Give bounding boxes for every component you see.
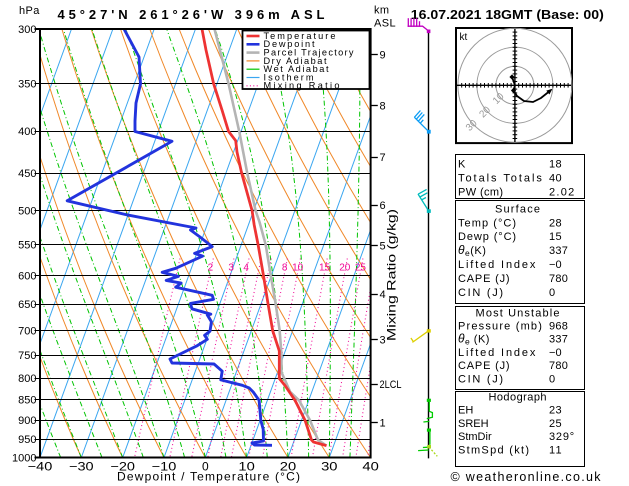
svg-text:4: 4 (243, 263, 249, 274)
svg-text:40: 40 (549, 173, 562, 185)
svg-text:700: 700 (18, 325, 36, 337)
svg-text:CAPE (J): CAPE (J) (458, 360, 510, 372)
svg-text:337: 337 (549, 334, 568, 346)
svg-text:−0: −0 (549, 347, 562, 359)
svg-text:Lifted Index: Lifted Index (458, 347, 536, 359)
svg-text:15: 15 (549, 231, 562, 243)
svg-text:0: 0 (549, 374, 555, 386)
svg-text:11: 11 (549, 445, 562, 457)
svg-text:10: 10 (238, 460, 255, 474)
svg-text:CAPE (J): CAPE (J) (458, 273, 510, 285)
svg-text:Mixing Ratio (g/kg): Mixing Ratio (g/kg) (385, 209, 399, 341)
svg-text:−0: −0 (549, 259, 562, 271)
svg-text:PW (cm): PW (cm) (458, 187, 503, 199)
svg-text:hPa: hPa (19, 5, 40, 17)
svg-text:329°: 329° (549, 431, 574, 443)
svg-text:−30: −30 (69, 460, 94, 474)
svg-text:4: 4 (380, 289, 386, 301)
svg-text:km: km (374, 5, 389, 17)
svg-text:1000: 1000 (12, 452, 36, 464)
svg-text:9: 9 (380, 50, 386, 62)
svg-text:3: 3 (228, 263, 234, 274)
svg-text:θe(K): θe(K) (458, 243, 486, 258)
svg-text:750: 750 (18, 350, 36, 362)
svg-text:θe (K): θe (K) (458, 332, 490, 347)
svg-text:300: 300 (18, 24, 36, 36)
svg-text:−10: −10 (152, 460, 177, 474)
svg-text:Hodograph: Hodograph (488, 392, 546, 404)
svg-text:20: 20 (339, 263, 351, 274)
svg-text:780: 780 (549, 360, 568, 372)
svg-text:16.07.2021 18GMT (Base: 00): 16.07.2021 18GMT (Base: 00) (411, 8, 604, 22)
svg-text:Totals Totals: Totals Totals (458, 173, 542, 185)
svg-text:500: 500 (18, 206, 36, 218)
svg-text:Most Unstable: Most Unstable (476, 308, 560, 320)
svg-text:28: 28 (549, 218, 562, 230)
svg-text:SREH: SREH (458, 418, 489, 430)
svg-text:7: 7 (380, 152, 386, 164)
svg-text:8: 8 (282, 263, 288, 274)
svg-text:450: 450 (18, 168, 36, 180)
svg-text:15: 15 (319, 263, 331, 274)
svg-text:800: 800 (18, 373, 36, 385)
svg-text:ASL: ASL (374, 18, 396, 30)
svg-text:Dewpoint / Temperature (°C): Dewpoint / Temperature (°C) (117, 470, 300, 484)
svg-text:EH: EH (458, 405, 473, 417)
svg-text:0: 0 (202, 460, 209, 474)
svg-text:10: 10 (292, 263, 304, 274)
svg-text:650: 650 (18, 299, 36, 311)
svg-text:6: 6 (380, 200, 386, 212)
svg-text:Pressure (mb): Pressure (mb) (458, 321, 542, 333)
svg-text:950: 950 (18, 434, 36, 446)
svg-text:18: 18 (549, 159, 562, 171)
svg-text:2LCL: 2LCL (380, 379, 402, 391)
svg-text:Dry Adiabat: Dry Adiabat (264, 56, 327, 66)
svg-text:Dewp (°C): Dewp (°C) (458, 231, 516, 243)
svg-text:−20: −20 (110, 460, 135, 474)
svg-text:Mixing Ratio: Mixing Ratio (264, 81, 340, 91)
svg-text:20: 20 (280, 460, 297, 474)
svg-text:780: 780 (549, 273, 568, 285)
svg-text:Dewpoint: Dewpoint (264, 39, 315, 49)
svg-text:Wet Adiabat: Wet Adiabat (264, 64, 329, 74)
svg-text:400: 400 (18, 126, 36, 138)
svg-text:K: K (458, 159, 466, 171)
svg-text:550: 550 (18, 240, 36, 252)
svg-text:25: 25 (355, 263, 367, 274)
svg-text:600: 600 (18, 271, 36, 283)
svg-text:−40: −40 (28, 460, 53, 474)
svg-text:350: 350 (18, 79, 36, 91)
svg-text:850: 850 (18, 395, 36, 407)
svg-text:3: 3 (380, 335, 386, 347)
svg-text:StmSpd (kt): StmSpd (kt) (458, 445, 529, 457)
svg-text:40: 40 (362, 460, 379, 474)
svg-text:968: 968 (549, 321, 568, 333)
svg-text:2: 2 (208, 263, 214, 274)
svg-text:900: 900 (18, 415, 36, 427)
svg-text:5: 5 (380, 241, 386, 253)
svg-text:Temp (°C): Temp (°C) (458, 218, 516, 230)
svg-text:StmDir: StmDir (458, 431, 492, 443)
svg-text:337: 337 (549, 245, 568, 257)
svg-text:30: 30 (321, 460, 338, 474)
svg-text:25: 25 (549, 418, 562, 430)
svg-text:Isotherm: Isotherm (264, 72, 314, 82)
svg-text:8: 8 (380, 101, 386, 113)
svg-text:kt: kt (460, 32, 468, 43)
svg-text:Lifted Index: Lifted Index (458, 259, 536, 271)
svg-text:Parcel Trajectory: Parcel Trajectory (264, 48, 354, 58)
svg-text:© weatheronline.co.uk: © weatheronline.co.uk (451, 470, 602, 484)
svg-text:23: 23 (549, 405, 562, 417)
svg-text:1: 1 (380, 418, 386, 430)
svg-text:2.02: 2.02 (549, 187, 574, 199)
svg-text:0: 0 (549, 287, 555, 299)
svg-text:Surface: Surface (495, 204, 540, 216)
